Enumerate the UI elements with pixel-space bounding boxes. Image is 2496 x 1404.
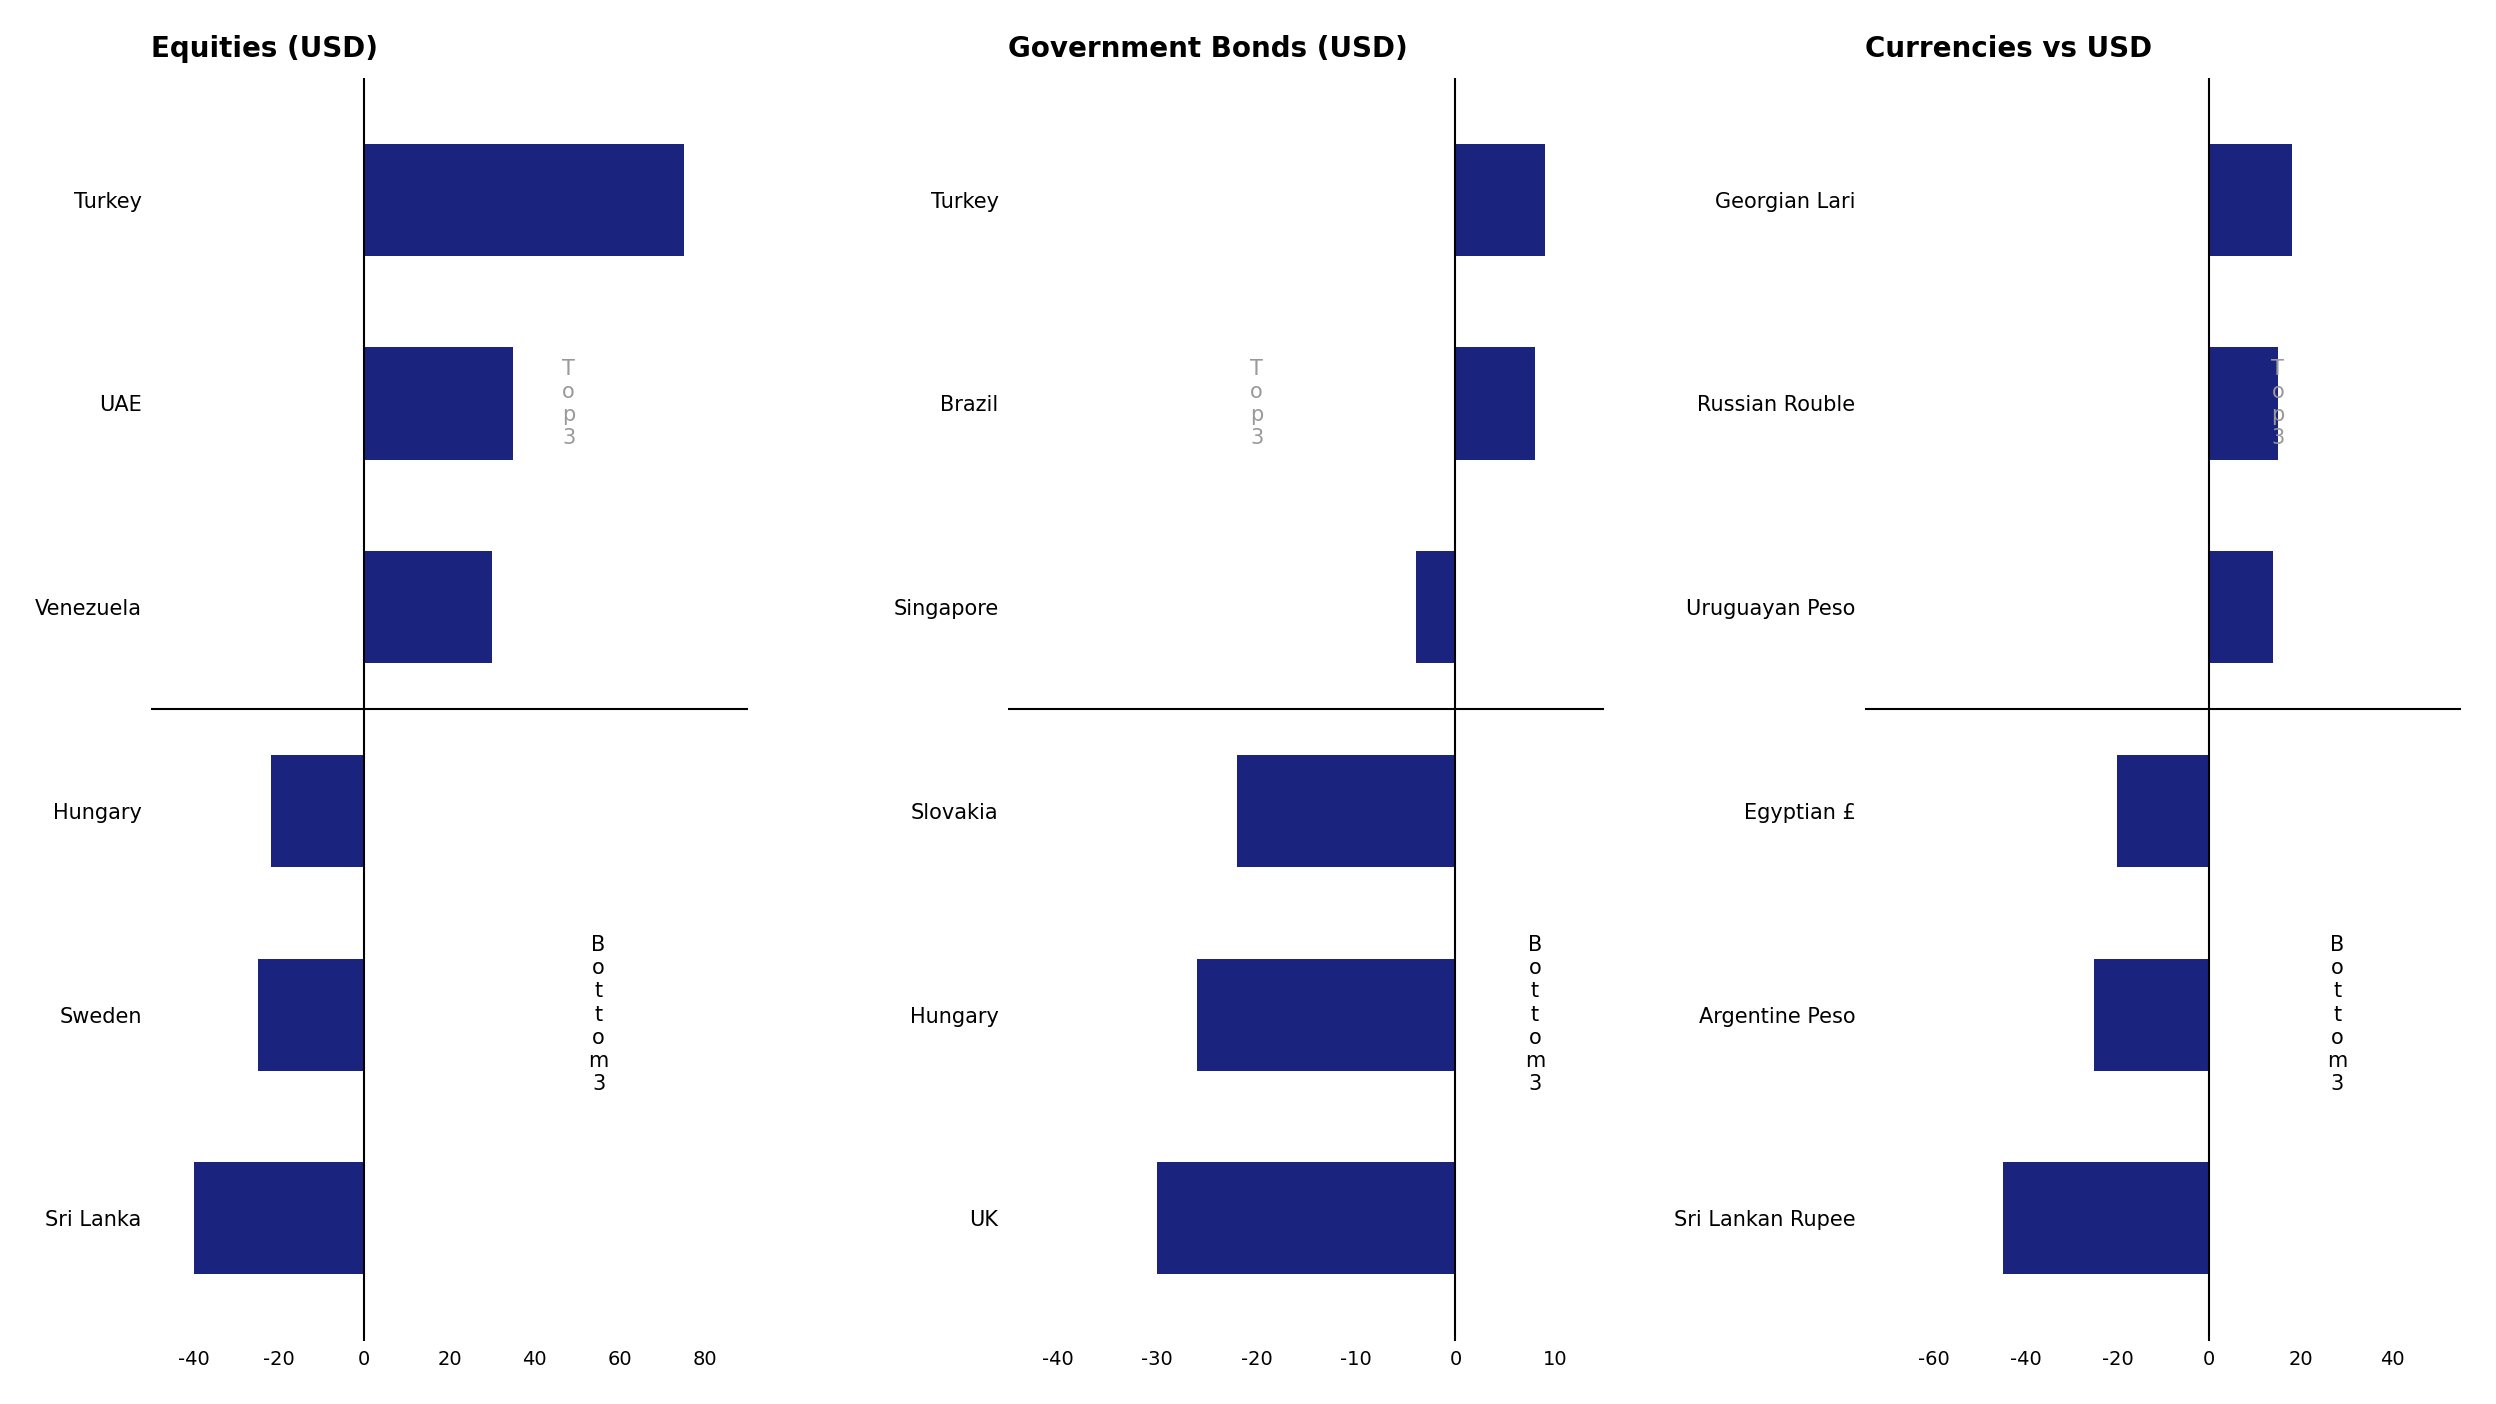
Text: B
o
t
t
o
m
3: B o t t o m 3 [589, 935, 609, 1094]
Bar [364, 552, 492, 663]
Bar [364, 347, 514, 459]
Bar [1198, 959, 1455, 1071]
Bar [257, 959, 364, 1071]
Bar [2209, 347, 2279, 459]
Bar [270, 755, 364, 866]
Bar [2209, 143, 2291, 256]
Bar [2117, 755, 2209, 866]
Bar [2209, 552, 2274, 663]
Text: Currencies vs USD: Currencies vs USD [1865, 35, 2152, 63]
Bar [1415, 552, 1455, 663]
Bar [1455, 347, 1535, 459]
Bar [2094, 959, 2209, 1071]
Text: T
o
p
3: T o p 3 [1250, 358, 1263, 448]
Text: Equities (USD): Equities (USD) [152, 35, 379, 63]
Bar [2002, 1163, 2209, 1275]
Text: T
o
p
3: T o p 3 [562, 358, 574, 448]
Bar [1455, 143, 1545, 256]
Text: B
o
t
t
o
m
3: B o t t o m 3 [2326, 935, 2349, 1094]
Bar [195, 1163, 364, 1275]
Text: B
o
t
t
o
m
3: B o t t o m 3 [1525, 935, 1545, 1094]
Bar [1238, 755, 1455, 866]
Text: T
o
p
3: T o p 3 [2271, 358, 2284, 448]
Bar [1158, 1163, 1455, 1275]
Bar [364, 143, 684, 256]
Text: Government Bonds (USD): Government Bonds (USD) [1008, 35, 1408, 63]
